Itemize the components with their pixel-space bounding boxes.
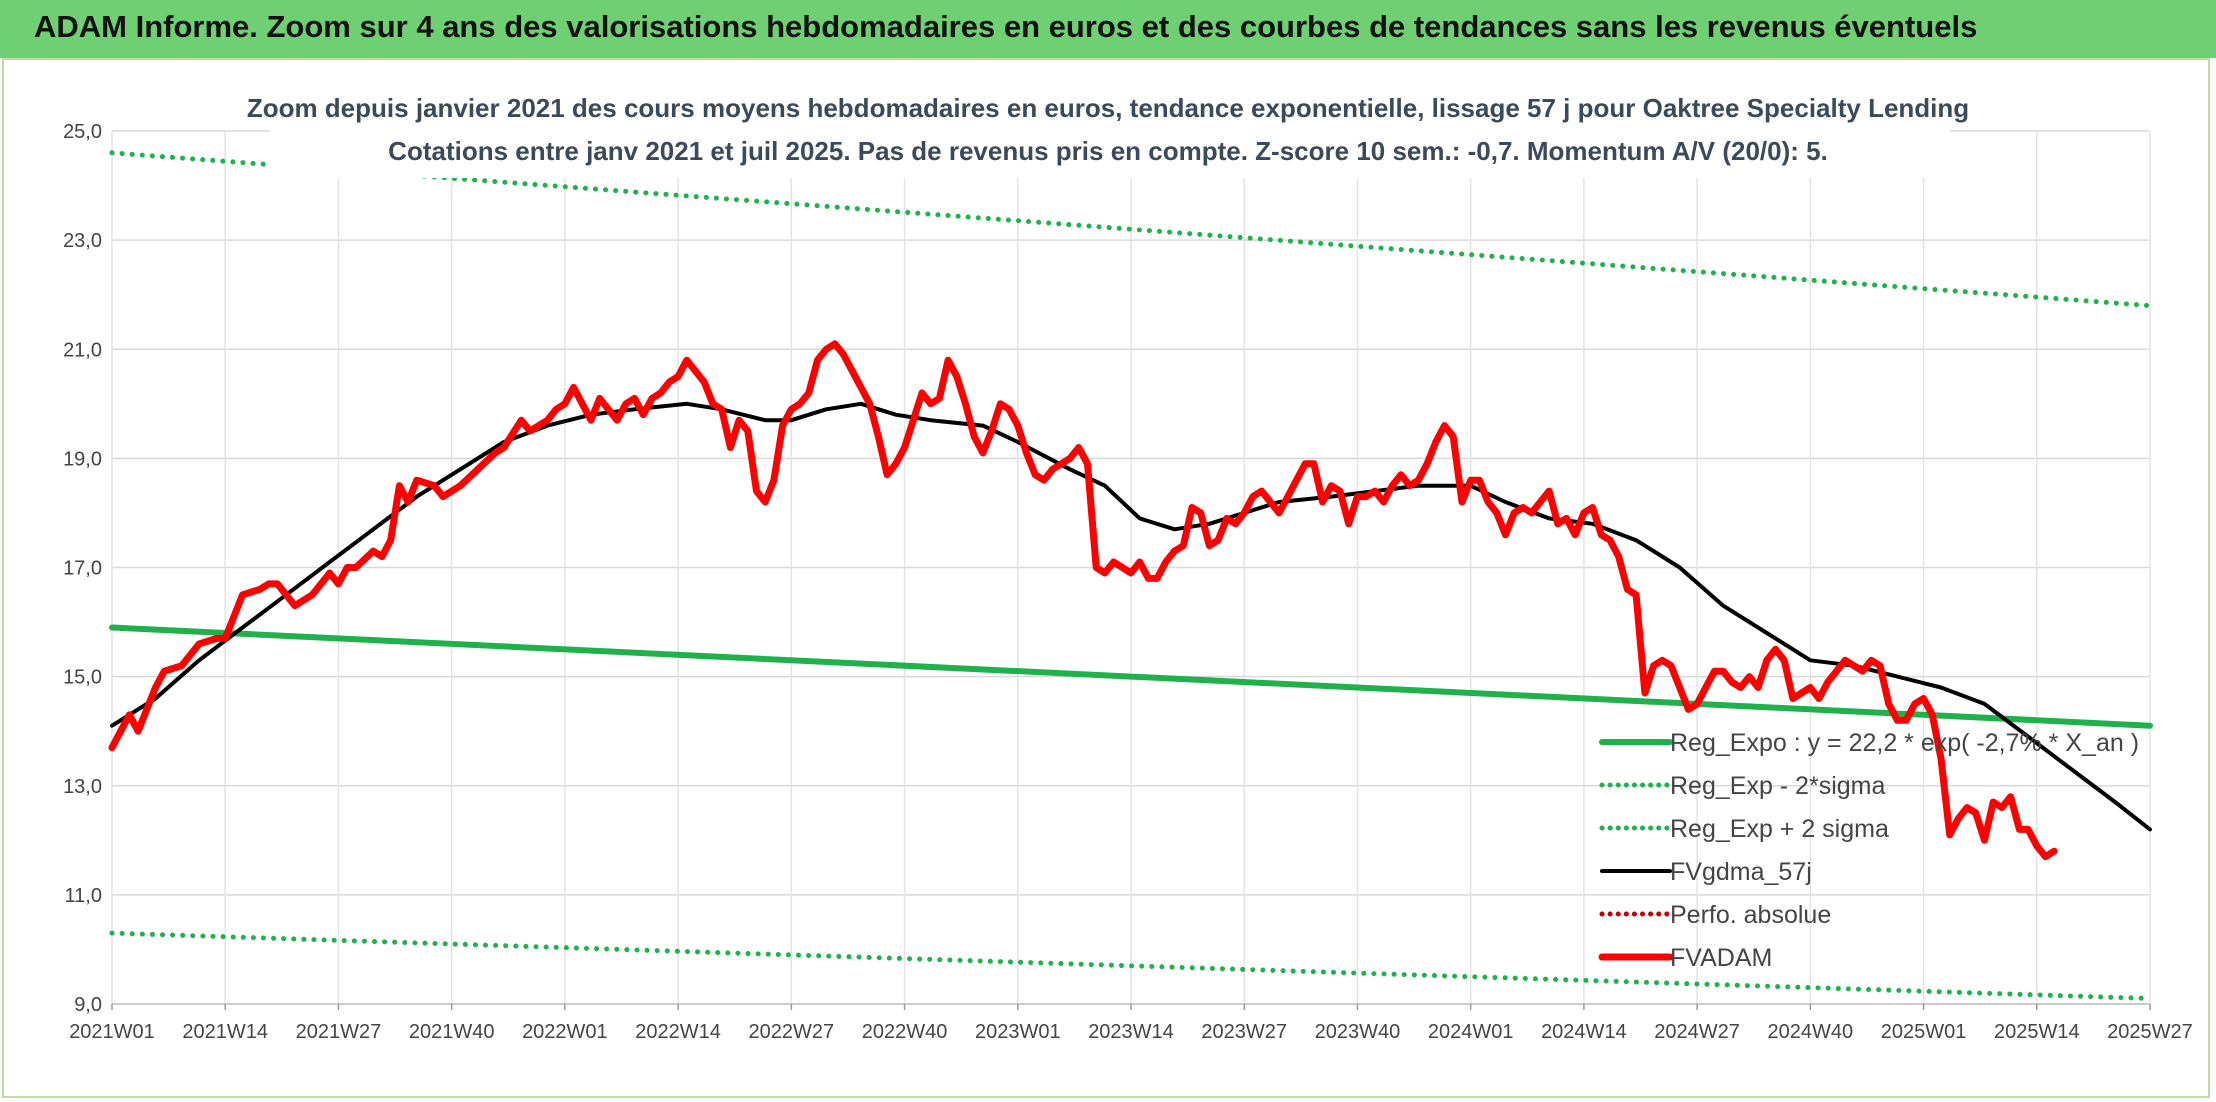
x-tick-label: 2021W14 — [182, 1021, 268, 1043]
x-tick-label: 2023W01 — [975, 1021, 1061, 1043]
y-tick-label: 19,0 — [63, 448, 102, 470]
x-tick-label: 2022W27 — [749, 1021, 835, 1043]
report-banner: ADAM Informe. Zoom sur 4 ans des valoris… — [0, 0, 2216, 58]
report-banner-title: ADAM Informe. Zoom sur 4 ans des valoris… — [34, 9, 1978, 44]
x-tick-label: 2022W01 — [522, 1021, 608, 1043]
legend-label-5: FVADAM — [1670, 944, 1772, 972]
chart-series — [108, 150, 2153, 1001]
legend-label-4: Perfo. absolue — [1670, 901, 1831, 929]
chart-subtitle-line-1: Zoom depuis janvier 2021 des cours moyen… — [247, 93, 1969, 123]
chart-subtitle-line-2: Cotations entre janv 2021 et juil 2025. … — [388, 136, 1828, 166]
x-tick-label: 2021W01 — [69, 1021, 155, 1043]
y-tick-label: 17,0 — [63, 558, 102, 580]
legend-label-3: FVgdma_57j — [1670, 858, 1812, 886]
y-tick-label: 21,0 — [63, 339, 102, 361]
series-line-3 — [110, 401, 2152, 832]
x-axis-ticks: 2021W01 2021W14 2021W27 2021W40 2022W01 2022W… — [69, 1004, 2193, 1043]
series-line-5 — [108, 340, 2058, 861]
x-tick-label: 2023W14 — [1088, 1021, 1174, 1043]
y-tick-label: 9,0 — [74, 994, 102, 1016]
legend-label-0: Reg_Expo : y = 22,2 * exp( -2,7% * X_an … — [1670, 729, 2139, 757]
x-tick-label: 2024W01 — [1428, 1021, 1514, 1043]
x-tick-label: 2024W40 — [1768, 1021, 1854, 1043]
y-tick-label: 25,0 — [63, 121, 102, 143]
x-tick-label: 2023W27 — [1201, 1021, 1287, 1043]
chart-frame — [2, 58, 2210, 1098]
x-tick-label: 2022W14 — [635, 1021, 721, 1043]
x-tick-label: 2021W27 — [296, 1021, 382, 1043]
legend-label-1: Reg_Exp - 2*sigma — [1670, 772, 1885, 800]
x-tick-label: 2021W40 — [409, 1021, 495, 1043]
series-line-0 — [109, 624, 2153, 729]
chart-legend: Reg_Expo : y = 22,2 * exp( -2,7% * X_an … — [1598, 729, 2139, 972]
series-line-2 — [109, 150, 2153, 309]
x-tick-label: 2024W14 — [1541, 1021, 1627, 1043]
y-tick-label: 13,0 — [63, 776, 102, 798]
x-tick-label: 2025W27 — [2107, 1021, 2193, 1043]
series-line-1 — [109, 930, 2153, 1001]
x-tick-label: 2022W40 — [862, 1021, 948, 1043]
y-tick-label: 15,0 — [63, 667, 102, 689]
legend-label-2: Reg_Exp + 2 sigma — [1670, 815, 1889, 843]
y-axis-ticks: 9,0 11,0 13,0 15,0 17,0 19,0 21,0 23,0 25,0 — [63, 121, 102, 1016]
subtitle-background — [270, 82, 1950, 178]
x-tick-label: 2024W27 — [1654, 1021, 1740, 1043]
x-tick-label: 2025W01 — [1881, 1021, 1967, 1043]
y-tick-label: 23,0 — [63, 230, 102, 252]
x-tick-label: 2023W40 — [1315, 1021, 1401, 1043]
chart-grid — [111, 130, 2151, 1005]
x-tick-label: 2025W14 — [1994, 1021, 2080, 1043]
y-tick-label: 11,0 — [65, 885, 102, 907]
